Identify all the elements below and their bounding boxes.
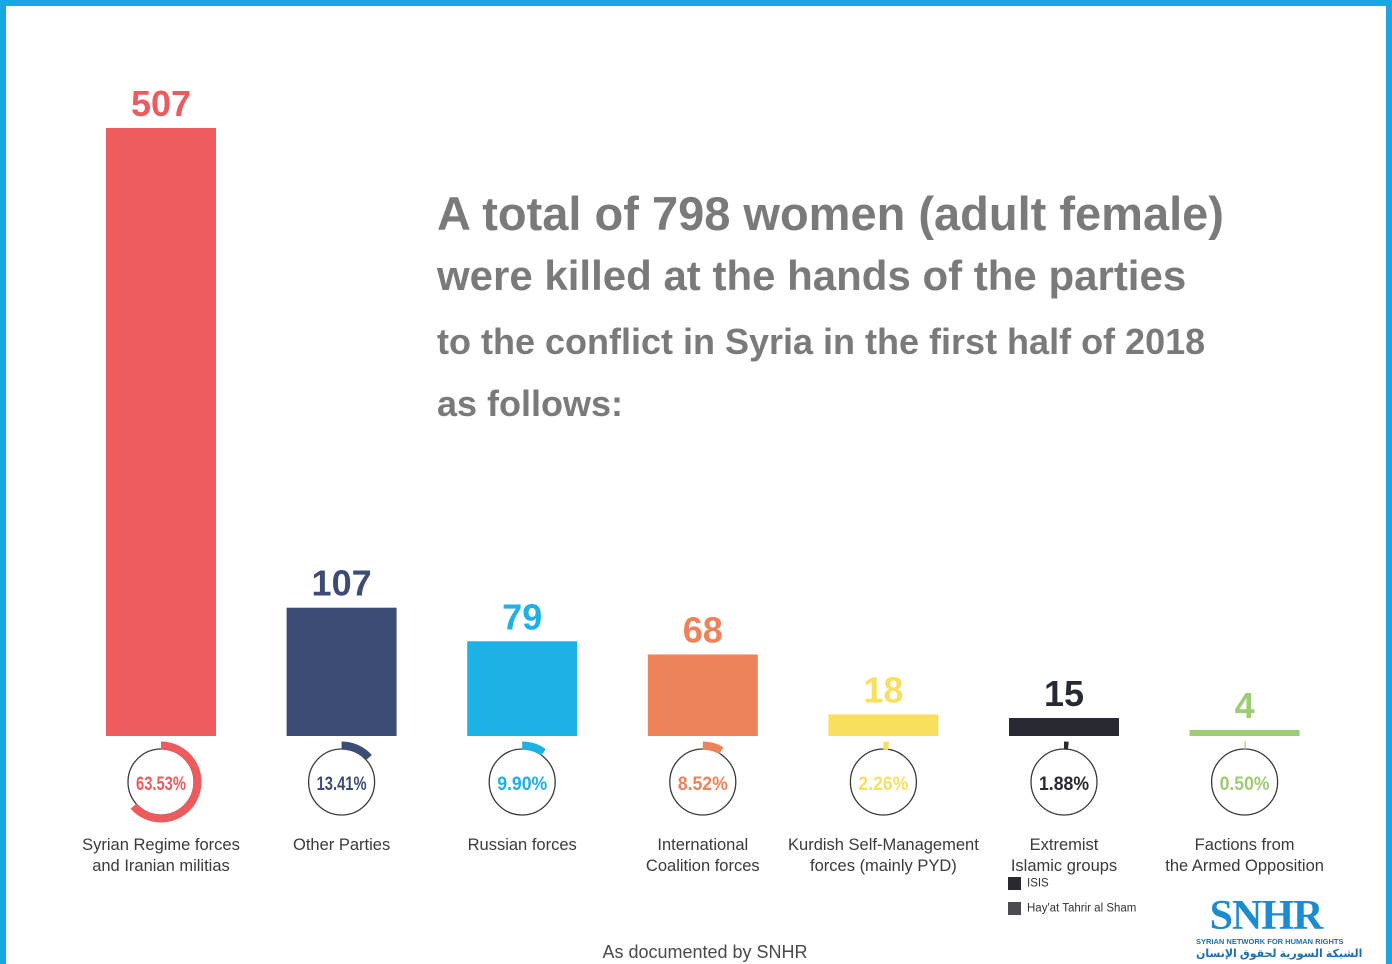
percent-label-1: 13.41% (317, 774, 367, 795)
category-label-6-1: the Armed Opposition (1165, 857, 1324, 875)
ring-arc-3 (702, 741, 724, 755)
bar-value-label-2: 79 (502, 596, 542, 637)
snhr-logo: SNHR SYRIAN NETWORK FOR HUMAN RIGHTS الش… (1196, 893, 1363, 961)
legend-label-isis: ISIS (1027, 877, 1049, 890)
logo-subtitle: SYRIAN NETWORK FOR HUMAN RIGHTS (1196, 937, 1344, 946)
logo-wordmark: SNHR (1209, 893, 1324, 939)
ring-arc-1 (341, 741, 372, 761)
category-label-4-1: forces (mainly PYD) (810, 857, 957, 875)
title-line-3: to the conflict in Syria in the first ha… (437, 321, 1206, 362)
bar-value-label-0: 507 (131, 83, 191, 124)
bar-0 (106, 128, 216, 736)
bar-6 (1189, 730, 1300, 736)
category-label-2-0: Russian forces (468, 836, 577, 854)
bar-3 (647, 654, 758, 736)
percent-label-3: 8.52% (678, 774, 728, 795)
title-line-2: were killed at the hands of the parties (437, 252, 1187, 299)
category-label-3-1: Coalition forces (646, 857, 760, 875)
category-label-6-0: Factions from (1195, 836, 1295, 854)
legend-item-hts: Hay'at Tahrir al Sham (1008, 902, 1136, 916)
percent-label-0: 63.53% (136, 774, 186, 795)
bar-value-label-6: 4 (1235, 685, 1255, 726)
category-label-5-1: Islamic groups (1011, 857, 1117, 875)
title-line-1: A total of 798 women (adult female) (437, 187, 1224, 240)
logo-arabic: الشبكة السورية لحقوق الإنسان (1196, 948, 1363, 960)
percent-label-2: 9.90% (497, 774, 547, 795)
bar-4 (828, 714, 939, 736)
ring-arc-2 (521, 741, 546, 756)
ring-arc-0 (130, 741, 202, 823)
category-label-5-0: Extremist (1030, 836, 1099, 854)
percent-label-6: 0.50% (1220, 774, 1270, 795)
bar-value-label-1: 107 (312, 563, 372, 604)
category-label-1-0: Other Parties (293, 836, 390, 854)
legend-item-isis: ISIS (1008, 877, 1049, 891)
legend-swatch-isis (1008, 877, 1021, 890)
category-label-4-0: Kurdish Self-Management (788, 836, 979, 854)
bar-value-label-5: 15 (1044, 673, 1084, 714)
percent-label-5: 1.88% (1039, 774, 1089, 795)
category-label-3-0: International (657, 836, 748, 854)
category-label-0-1: and Iranian militias (92, 857, 230, 875)
percent-label-4: 2.26% (858, 774, 908, 795)
legend-swatch-hts (1008, 902, 1021, 915)
bar-1 (286, 607, 397, 736)
category-label-0-0: Syrian Regime forces (82, 836, 240, 854)
bar-5 (1009, 718, 1119, 736)
bar-value-label-4: 18 (863, 669, 903, 710)
bar-value-label-3: 68 (683, 609, 723, 650)
title-line-4: as follows: (437, 383, 624, 424)
source-note: As documented by SNHR (602, 942, 808, 962)
bar-2 (467, 641, 578, 736)
legend-label-hts: Hay'at Tahrir al Sham (1027, 902, 1137, 915)
